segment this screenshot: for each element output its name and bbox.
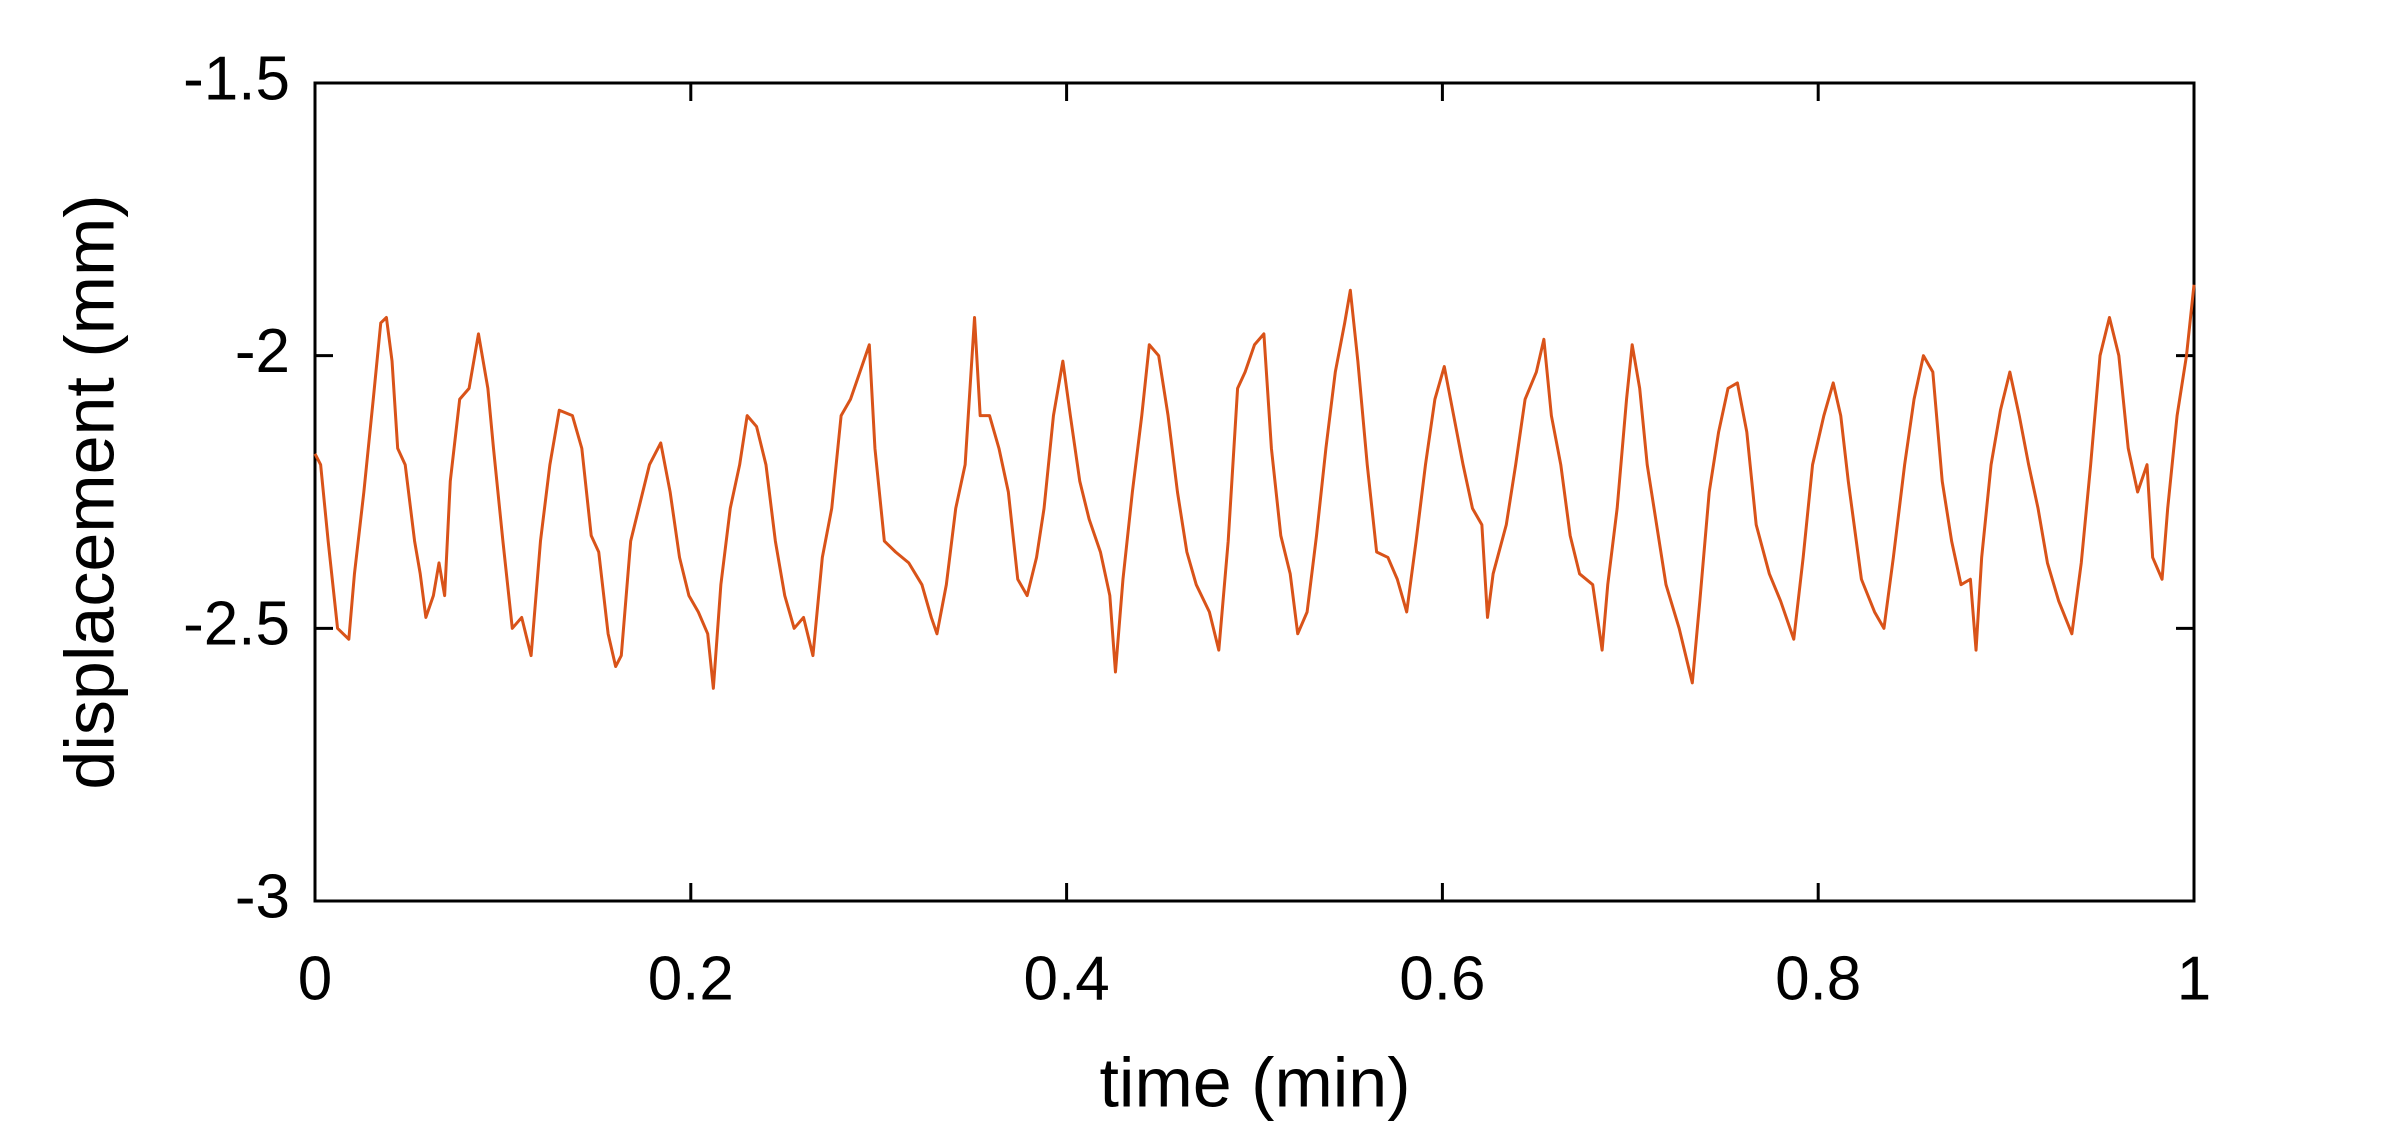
y-tick-label: -2.5 [183,590,290,659]
y-axis-label: displacement (mm) [50,194,128,789]
y-tick-label: -3 [235,862,290,931]
y-tick-label: -2 [235,317,290,386]
x-tick-label: 0.4 [1023,944,1109,1013]
x-tick-label: 1 [2177,944,2211,1013]
data-line [313,284,2196,690]
x-tick-label: 0.2 [648,944,734,1013]
y-tick-label: -1.5 [183,44,290,113]
x-tick-label: 0 [298,944,332,1013]
x-axis-label: time (min) [1099,1043,1410,1121]
plot-frame [313,81,2196,903]
x-tick-label: 0.6 [1399,944,1485,1013]
x-tick-label: 0.8 [1775,944,1861,1013]
